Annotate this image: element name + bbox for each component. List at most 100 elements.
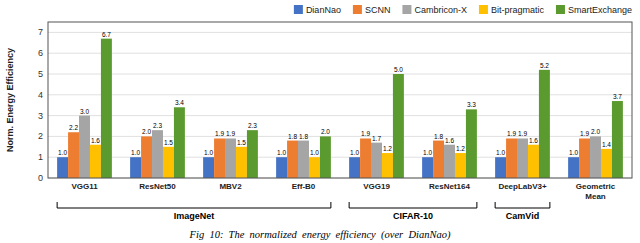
y-axis-label: Norm. Energy Efficiency (5, 48, 15, 152)
data-label: 1.2 (383, 145, 392, 152)
bar (141, 136, 152, 178)
data-label: 1.9 (580, 130, 589, 137)
legend-swatch (353, 5, 362, 14)
legend-label: DianNao (306, 5, 341, 15)
bar (612, 101, 623, 178)
data-label: 1.5 (237, 139, 246, 146)
y-tick-label: 5 (38, 69, 43, 79)
plot-frame (48, 22, 632, 178)
bar (590, 136, 601, 178)
bars (57, 39, 623, 178)
x-tick-label: GeometricMean (576, 182, 616, 201)
bar (568, 157, 579, 178)
bracket (57, 202, 331, 208)
legend-label: SmartExchange (568, 5, 632, 15)
bar (506, 138, 517, 178)
data-label: 1.9 (215, 130, 224, 137)
bar (539, 70, 550, 178)
x-tick-label: VGG19 (363, 182, 390, 191)
bar (360, 138, 371, 178)
data-label: 2.0 (591, 128, 600, 135)
x-tick-label: VGG11 (71, 182, 98, 191)
bar (152, 130, 163, 178)
data-label: 1.0 (350, 149, 359, 156)
y-tick-label: 7 (38, 27, 43, 37)
bar (601, 149, 612, 178)
bracket-label: CamVid (506, 211, 539, 221)
y-tick-label: 1 (38, 152, 43, 162)
bar (371, 143, 382, 178)
bar (90, 145, 101, 178)
legend-label: Cambricon-X (414, 5, 467, 15)
bar (422, 157, 433, 178)
y-tick-label: 2 (38, 131, 43, 141)
bar (455, 153, 466, 178)
legend-item: SmartExchange (556, 5, 632, 15)
legend-swatch (294, 5, 303, 14)
legend-label: Bit-pragmatic (491, 5, 545, 15)
bar (382, 153, 393, 178)
data-label: 1.9 (518, 130, 527, 137)
bar (320, 136, 331, 178)
y-tick-label: 3 (38, 111, 43, 121)
grid-line (48, 32, 632, 33)
data-label: 1.0 (310, 149, 319, 156)
bar (247, 130, 258, 178)
data-label: 1.0 (204, 149, 213, 156)
data-label: 3.4 (175, 99, 184, 106)
data-label: 1.0 (277, 149, 286, 156)
bar (287, 141, 298, 178)
bracket (349, 202, 477, 208)
bar (130, 157, 141, 178)
bar (225, 138, 236, 178)
data-label: 3.0 (80, 108, 89, 115)
data-label: 1.0 (423, 149, 432, 156)
data-label: 1.0 (58, 149, 67, 156)
data-label: 2.3 (153, 122, 162, 129)
data-label: 1.2 (456, 145, 465, 152)
data-label: 1.6 (91, 137, 100, 144)
data-label: 5.2 (540, 62, 549, 69)
data-label: 1.6 (529, 137, 538, 144)
data-label: 1.8 (434, 133, 443, 140)
grid-line (48, 53, 632, 54)
legend-item: Cambricon-X (402, 5, 467, 15)
data-label: 1.0 (569, 149, 578, 156)
data-labels: 1.01.01.01.01.01.01.01.02.22.01.91.81.91… (58, 31, 622, 157)
bar (466, 109, 477, 178)
bar (101, 39, 112, 178)
bracket-label: CIFAR-10 (393, 211, 433, 221)
bar (79, 116, 90, 178)
bar (214, 138, 225, 178)
bar (393, 74, 404, 178)
y-tick-label: 0 (38, 173, 43, 183)
x-tick-label: Eff-B0 (292, 182, 316, 191)
bracket (495, 202, 550, 208)
bar (579, 138, 590, 178)
caption: Fig 10: The normalized energy efficiency… (189, 229, 451, 241)
legend-swatch (479, 5, 488, 14)
data-label: 5.0 (394, 66, 403, 73)
data-label: 2.0 (321, 128, 330, 135)
legend-item: DianNao (294, 5, 341, 15)
x-tick-label: MBV2 (219, 182, 242, 191)
bar (309, 157, 320, 178)
data-label: 1.9 (507, 130, 516, 137)
bar (276, 157, 287, 178)
data-label: 2.3 (248, 122, 257, 129)
data-label: 1.4 (602, 141, 611, 148)
data-label: 3.3 (467, 101, 476, 108)
bar (517, 138, 528, 178)
bar (203, 157, 214, 178)
y-tick-label: 4 (38, 90, 43, 100)
data-label: 1.8 (299, 133, 308, 140)
bar (349, 157, 360, 178)
x-tick-label: ResNet50 (139, 182, 176, 191)
data-label: 1.9 (361, 130, 370, 137)
legend: DianNaoSCNNCambricon-XBit-pragmaticSmart… (294, 5, 632, 15)
bar (528, 145, 539, 178)
data-label: 1.0 (496, 149, 505, 156)
data-label: 3.7 (613, 93, 622, 100)
bracket-label: ImageNet (174, 211, 215, 221)
x-tick-label: ResNet164 (429, 182, 470, 191)
